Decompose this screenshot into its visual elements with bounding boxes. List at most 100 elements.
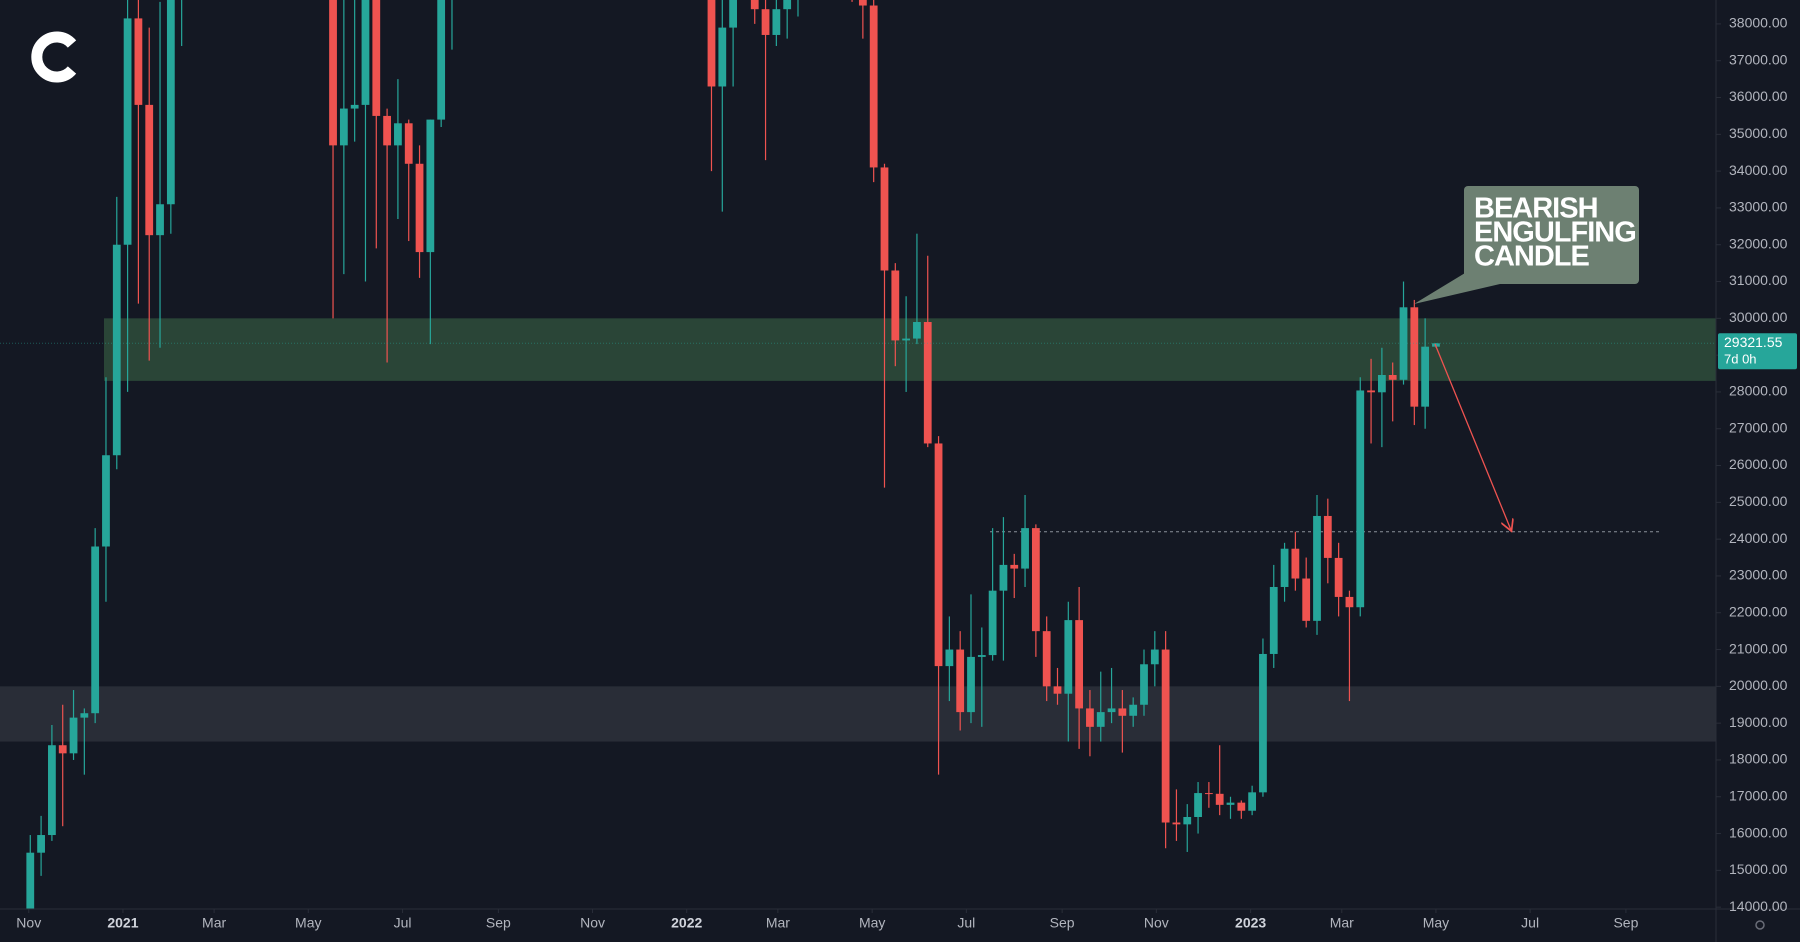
candle-body [383, 115, 391, 146]
candle-body [1183, 816, 1192, 825]
candle-body [123, 18, 132, 245]
y-tick-label: 17000.00 [1729, 787, 1788, 803]
candle-body [156, 204, 164, 236]
x-tick-label: Nov [580, 915, 605, 931]
candle-body [880, 167, 889, 271]
candle-body [1410, 307, 1419, 407]
candle-body [166, 0, 175, 205]
candle-body [1237, 802, 1246, 811]
y-tick-label: 23000.00 [1729, 567, 1788, 583]
candle-body [329, 0, 337, 146]
annotation-line: CANDLE [1474, 241, 1589, 273]
zones [0, 318, 1716, 742]
candle-body [394, 123, 402, 146]
candle-body [1313, 515, 1321, 621]
y-tick-label: 35000.00 [1729, 125, 1788, 141]
x-tick-label: May [859, 915, 885, 931]
annotation-line: ENGULFING [1474, 217, 1636, 249]
y-tick-label: 28000.00 [1729, 383, 1788, 399]
candle-body [91, 546, 100, 714]
x-tick-label: 2022 [671, 915, 702, 931]
y-tick-label: 30000.00 [1729, 309, 1788, 325]
candle-body [1150, 649, 1159, 665]
y-tick-label: 15000.00 [1729, 861, 1788, 877]
candle-body [750, 0, 759, 10]
settings-icon[interactable] [1755, 920, 1765, 930]
candle-body [999, 564, 1008, 591]
candle-body [1042, 631, 1051, 687]
candle-body [945, 649, 954, 667]
overlay: BEARISH ENGULFING CANDLE [1414, 186, 1639, 530]
y-tick-label: 37000.00 [1729, 51, 1788, 67]
candle-body [977, 655, 986, 657]
y-tick-label: 20000.00 [1729, 677, 1788, 693]
candle-body [58, 745, 67, 754]
x-tick-label: Nov [1144, 915, 1169, 931]
y-tick-label: 33000.00 [1729, 199, 1788, 215]
candle-body [1226, 802, 1235, 805]
y-tick-label: 31000.00 [1729, 272, 1788, 288]
candle-body [783, 0, 792, 10]
y-tick-label: 25000.00 [1729, 493, 1788, 509]
y-tick-label: 22000.00 [1729, 603, 1788, 619]
candle-body [1377, 375, 1386, 393]
candle-body [1140, 664, 1148, 705]
candle-body [372, 0, 381, 116]
candle-body [967, 656, 975, 713]
candle-body [934, 443, 943, 667]
candle-body [1031, 528, 1040, 632]
candle-body [112, 244, 121, 456]
candle-body [988, 590, 997, 656]
x-tick-label: Jul [957, 915, 975, 931]
y-tick-label: 36000.00 [1729, 88, 1788, 104]
candle-body [361, 0, 370, 105]
x-tick-label: 2021 [107, 915, 138, 931]
last-price-box [1718, 333, 1797, 370]
candle-body [1367, 390, 1375, 393]
candle-body [891, 270, 900, 341]
candle-body [1064, 620, 1073, 694]
axes: 14000.00 15000.00 16000.00 17000.00 18000.00… [16, 15, 1797, 931]
y-tick-label: 38000.00 [1729, 15, 1788, 31]
candle-body [923, 322, 932, 444]
y-tick-label: 32000.00 [1729, 235, 1788, 251]
candle-body [772, 9, 781, 35]
candle-body [437, 0, 446, 120]
candle-body [1302, 578, 1311, 621]
y-tick-label: 14000.00 [1729, 898, 1788, 914]
annotation-box [1464, 186, 1639, 284]
y-tick-label: 21000.00 [1729, 640, 1788, 656]
y-tick-label: 18000.00 [1729, 751, 1788, 767]
candle-body [1096, 712, 1105, 727]
last-price-label: 29321.55 [1724, 334, 1783, 350]
x-tick-label: May [295, 915, 321, 931]
candle-body [350, 104, 359, 109]
candle-body [1356, 390, 1365, 608]
candle-body [1129, 704, 1138, 716]
candle-body [1215, 793, 1224, 805]
candle-body [956, 649, 965, 713]
candle-body [145, 104, 154, 236]
x-tick-label: Jul [1521, 915, 1539, 931]
candle-body [404, 123, 413, 164]
projection-arrow [1434, 343, 1511, 530]
y-tick-label: 19000.00 [1729, 714, 1788, 730]
x-tick-label: Mar [202, 915, 226, 931]
x-tick-label: Mar [1330, 915, 1354, 931]
candle-body [1291, 548, 1300, 579]
candle-body [1021, 528, 1029, 569]
x-tick-label: Sep [486, 915, 511, 931]
countdown-label: 7d 0h [1724, 352, 1757, 367]
candle-body [1334, 557, 1343, 597]
candle-body [339, 108, 348, 146]
candle-body [729, 0, 738, 28]
x-tick-label: Sep [1613, 915, 1638, 931]
candle-body [1010, 564, 1019, 569]
x-tick-label: Jul [394, 915, 412, 931]
candle-body [1075, 620, 1084, 709]
candle-body [1107, 708, 1116, 713]
candle-body [718, 27, 727, 87]
candle-body [1172, 822, 1181, 825]
